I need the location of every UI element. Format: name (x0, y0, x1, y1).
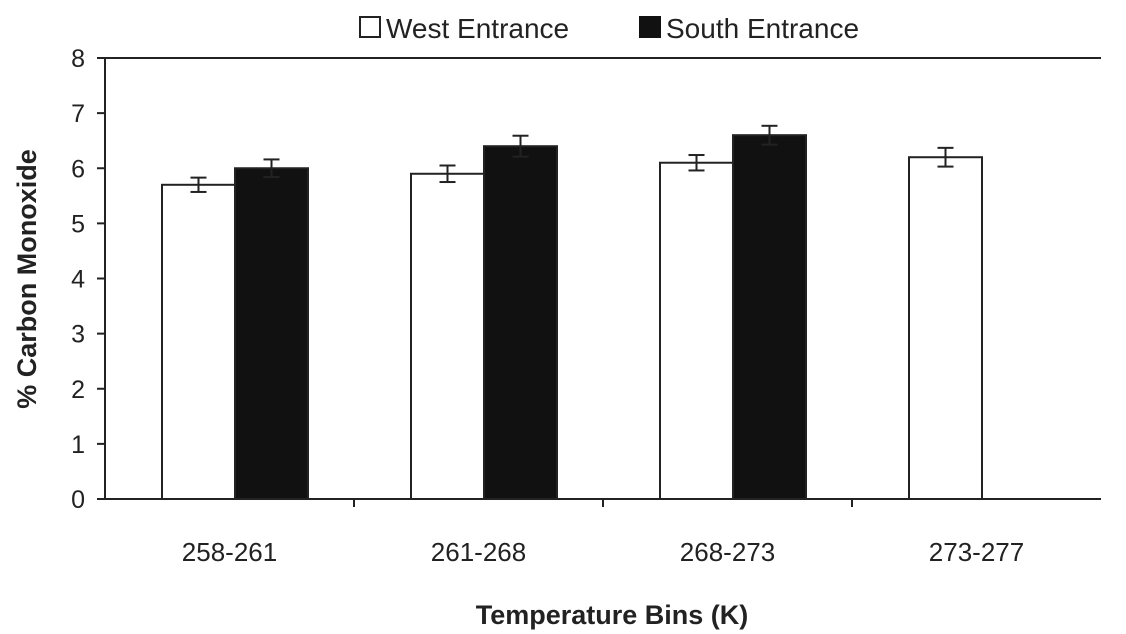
y-tick-label-5: 5 (71, 210, 85, 238)
bar-south-entrance-258-261 (234, 167, 309, 500)
y-tick-label-4: 4 (71, 266, 85, 294)
bars-layer (161, 134, 983, 501)
x-tick-label-273-277: 273-277 (929, 537, 1024, 567)
error-bar-south-entrance-261-268 (512, 134, 529, 158)
error-bar-south-entrance-258-261 (263, 158, 280, 179)
legend-swatch-west-entrance (359, 16, 381, 38)
x-tick-label-261-268: 261-268 (431, 537, 526, 567)
error-bar-west-entrance-261-268 (439, 164, 456, 184)
bar-west-entrance-261-268 (410, 172, 485, 500)
legend-swatch-south-entrance (639, 16, 661, 38)
bar-west-entrance-268-273 (659, 161, 734, 501)
y-axis-title: % Carbon Monoxide (12, 149, 42, 409)
y-tick-label-0: 0 (71, 486, 85, 514)
legend-label-west-entrance: West Entrance (386, 13, 569, 44)
error-bar-west-entrance-273-277 (937, 146, 954, 168)
x-tick-label-268-273: 268-273 (680, 537, 775, 567)
error-bar-west-entrance-258-261 (190, 176, 207, 193)
legend-label-south-entrance: South Entrance (666, 13, 859, 44)
bar-south-entrance-261-268 (483, 145, 558, 500)
y-tick-label-8: 8 (71, 45, 85, 73)
y-tick-label-3: 3 (71, 321, 85, 349)
y-tick-label-2: 2 (71, 376, 85, 404)
legend: West Entrance South Entrance (359, 13, 859, 44)
error-bars-layer (190, 124, 954, 193)
bar-south-entrance-268-273 (732, 134, 807, 501)
y-tick-label-6: 6 (71, 155, 85, 183)
bar-west-entrance-273-277 (908, 156, 983, 500)
error-bar-west-entrance-268-273 (688, 154, 705, 172)
y-tick-label-7: 7 (71, 100, 85, 128)
y-tick-label-1: 1 (71, 431, 85, 459)
bar-west-entrance-258-261 (161, 183, 236, 500)
x-axis-title: Temperature Bins (K) (476, 600, 749, 630)
axes-layer: 258-261 261-268 268-273 273-277 0 1 2 3 4 5 6 7 8 (71, 45, 1101, 567)
x-tick-label-258-261: 258-261 (182, 537, 277, 567)
error-bar-south-entrance-268-273 (761, 124, 778, 146)
